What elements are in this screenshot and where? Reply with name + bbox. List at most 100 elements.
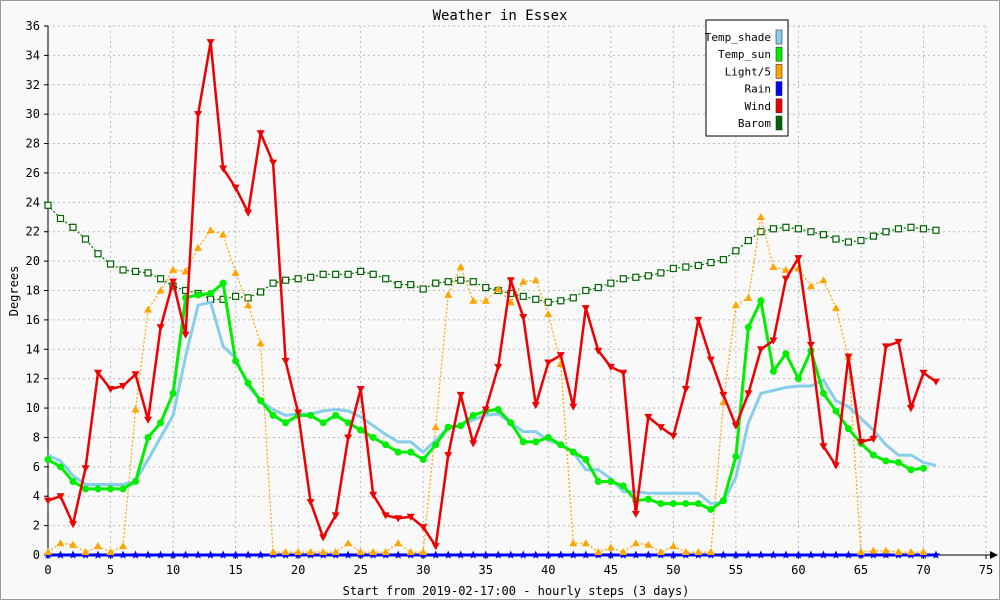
data-point (532, 438, 540, 446)
data-point (819, 389, 827, 397)
data-point (557, 297, 565, 305)
data-point (106, 385, 115, 393)
data-point (794, 255, 803, 263)
x-tick-label: 65 (854, 563, 868, 577)
data-point (244, 209, 253, 217)
data-point (407, 281, 415, 289)
data-point (394, 539, 403, 547)
data-point (906, 548, 915, 556)
data-point (369, 270, 377, 278)
data-point (207, 289, 215, 297)
data-point (181, 267, 190, 275)
data-point (169, 265, 178, 273)
data-point (257, 288, 265, 296)
x-tick-label: 0 (44, 563, 51, 577)
y-tick-label: 8 (33, 430, 40, 444)
data-point (669, 264, 677, 273)
data-point (831, 462, 840, 470)
data-point (156, 286, 165, 294)
data-point (394, 281, 402, 289)
data-point (143, 550, 153, 559)
x-tick-label: 10 (166, 563, 180, 577)
data-point (319, 419, 327, 427)
legend-swatch (775, 64, 783, 79)
data-point (419, 548, 428, 556)
data-point (732, 247, 740, 255)
legend-swatch (775, 46, 783, 62)
data-point (406, 513, 415, 521)
y-tick-label: 36 (26, 19, 40, 33)
data-point (69, 521, 78, 529)
data-point (281, 548, 290, 556)
data-point (243, 550, 253, 559)
data-point (757, 228, 765, 236)
series-barom (44, 201, 940, 306)
data-point (557, 441, 565, 449)
data-point (719, 256, 727, 264)
y-tick-label: 2 (33, 519, 40, 533)
data-point (519, 277, 528, 285)
data-point (669, 432, 678, 440)
series-group (43, 39, 941, 559)
data-point (393, 550, 403, 559)
x-tick-label: 55 (729, 563, 743, 577)
data-point (706, 548, 715, 556)
data-point (894, 225, 903, 233)
data-point (881, 343, 890, 351)
data-point (869, 232, 878, 240)
data-point (81, 235, 90, 243)
y-tick-label: 10 (26, 401, 40, 415)
legend-swatch (775, 115, 783, 131)
data-point (369, 548, 378, 556)
data-point (719, 550, 728, 559)
data-point (56, 493, 65, 501)
data-point (269, 548, 278, 556)
data-point (131, 371, 140, 379)
data-point (257, 397, 265, 405)
data-point (481, 406, 490, 414)
data-point (194, 243, 203, 251)
data-point (319, 548, 328, 556)
data-point (657, 500, 665, 508)
data-point (757, 297, 765, 305)
data-point (106, 548, 115, 556)
data-point (419, 285, 427, 293)
x-tick-label: 50 (666, 563, 680, 577)
data-point (69, 478, 77, 486)
data-point (382, 441, 390, 449)
data-point (194, 111, 203, 119)
data-point (469, 440, 478, 448)
data-point (269, 159, 278, 167)
data-point (56, 539, 65, 547)
data-point (756, 213, 765, 221)
data-point (144, 416, 153, 424)
data-point (532, 295, 540, 303)
data-point (894, 548, 903, 556)
data-point (832, 235, 840, 243)
y-tick-label: 18 (26, 284, 40, 298)
series-light-5 (44, 213, 928, 556)
data-point (631, 539, 640, 547)
data-point (781, 265, 790, 273)
data-point (357, 267, 365, 275)
data-point (819, 550, 828, 559)
data-point (219, 279, 227, 287)
data-point (631, 550, 641, 559)
data-point (894, 338, 903, 346)
x-tick-label: 75 (979, 563, 993, 577)
data-point (332, 270, 340, 278)
y-tick-label: 14 (26, 342, 40, 356)
y-tick-label: 24 (26, 195, 40, 209)
data-point (819, 443, 828, 451)
data-point (694, 261, 702, 270)
y-tick-label: 34 (26, 48, 40, 62)
data-point (844, 238, 853, 246)
data-point (432, 441, 440, 449)
data-point (169, 278, 178, 286)
x-tick-label: 35 (479, 563, 493, 577)
data-point (869, 546, 878, 554)
data-point (381, 512, 390, 520)
data-point (594, 347, 603, 355)
